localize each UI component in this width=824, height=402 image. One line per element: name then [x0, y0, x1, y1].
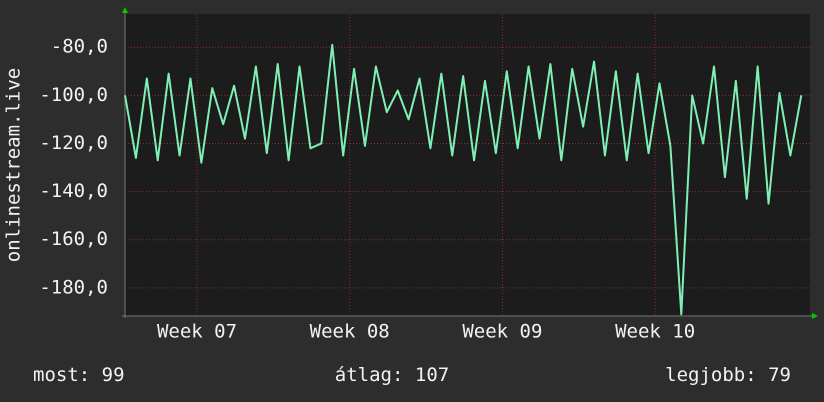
stat-value: 99 — [102, 364, 125, 386]
y-tick-label: -180,0 — [39, 276, 108, 298]
x-tick-label: Week 09 — [462, 321, 542, 343]
stat-value: 79 — [768, 364, 791, 386]
stat-best: legjobb: 79 — [665, 364, 791, 386]
stat-label: átlag: — [335, 364, 404, 386]
stat-label: most: — [33, 364, 90, 386]
stat-now: most: 99 — [33, 364, 125, 386]
data-line — [124, 43, 803, 316]
axis-arrow — [122, 7, 128, 13]
y-tick-label: -120,0 — [39, 132, 108, 154]
x-tick-label: Week 10 — [615, 321, 695, 343]
y-tick-label: -160,0 — [39, 228, 108, 250]
stat-avg: átlag: 107 — [335, 364, 449, 386]
y-axis-label: onlinestream.live — [3, 68, 25, 262]
axis-arrow — [812, 313, 818, 319]
y-tick-label: -80,0 — [51, 36, 108, 58]
y-tick-label: -140,0 — [39, 180, 108, 202]
stat-value: 107 — [415, 364, 449, 386]
x-tick-label: Week 08 — [310, 321, 390, 343]
x-tick-label: Week 07 — [157, 321, 237, 343]
stat-label: legjobb: — [665, 364, 757, 386]
y-tick-label: -100,0 — [39, 84, 108, 106]
plot-area — [125, 14, 810, 316]
